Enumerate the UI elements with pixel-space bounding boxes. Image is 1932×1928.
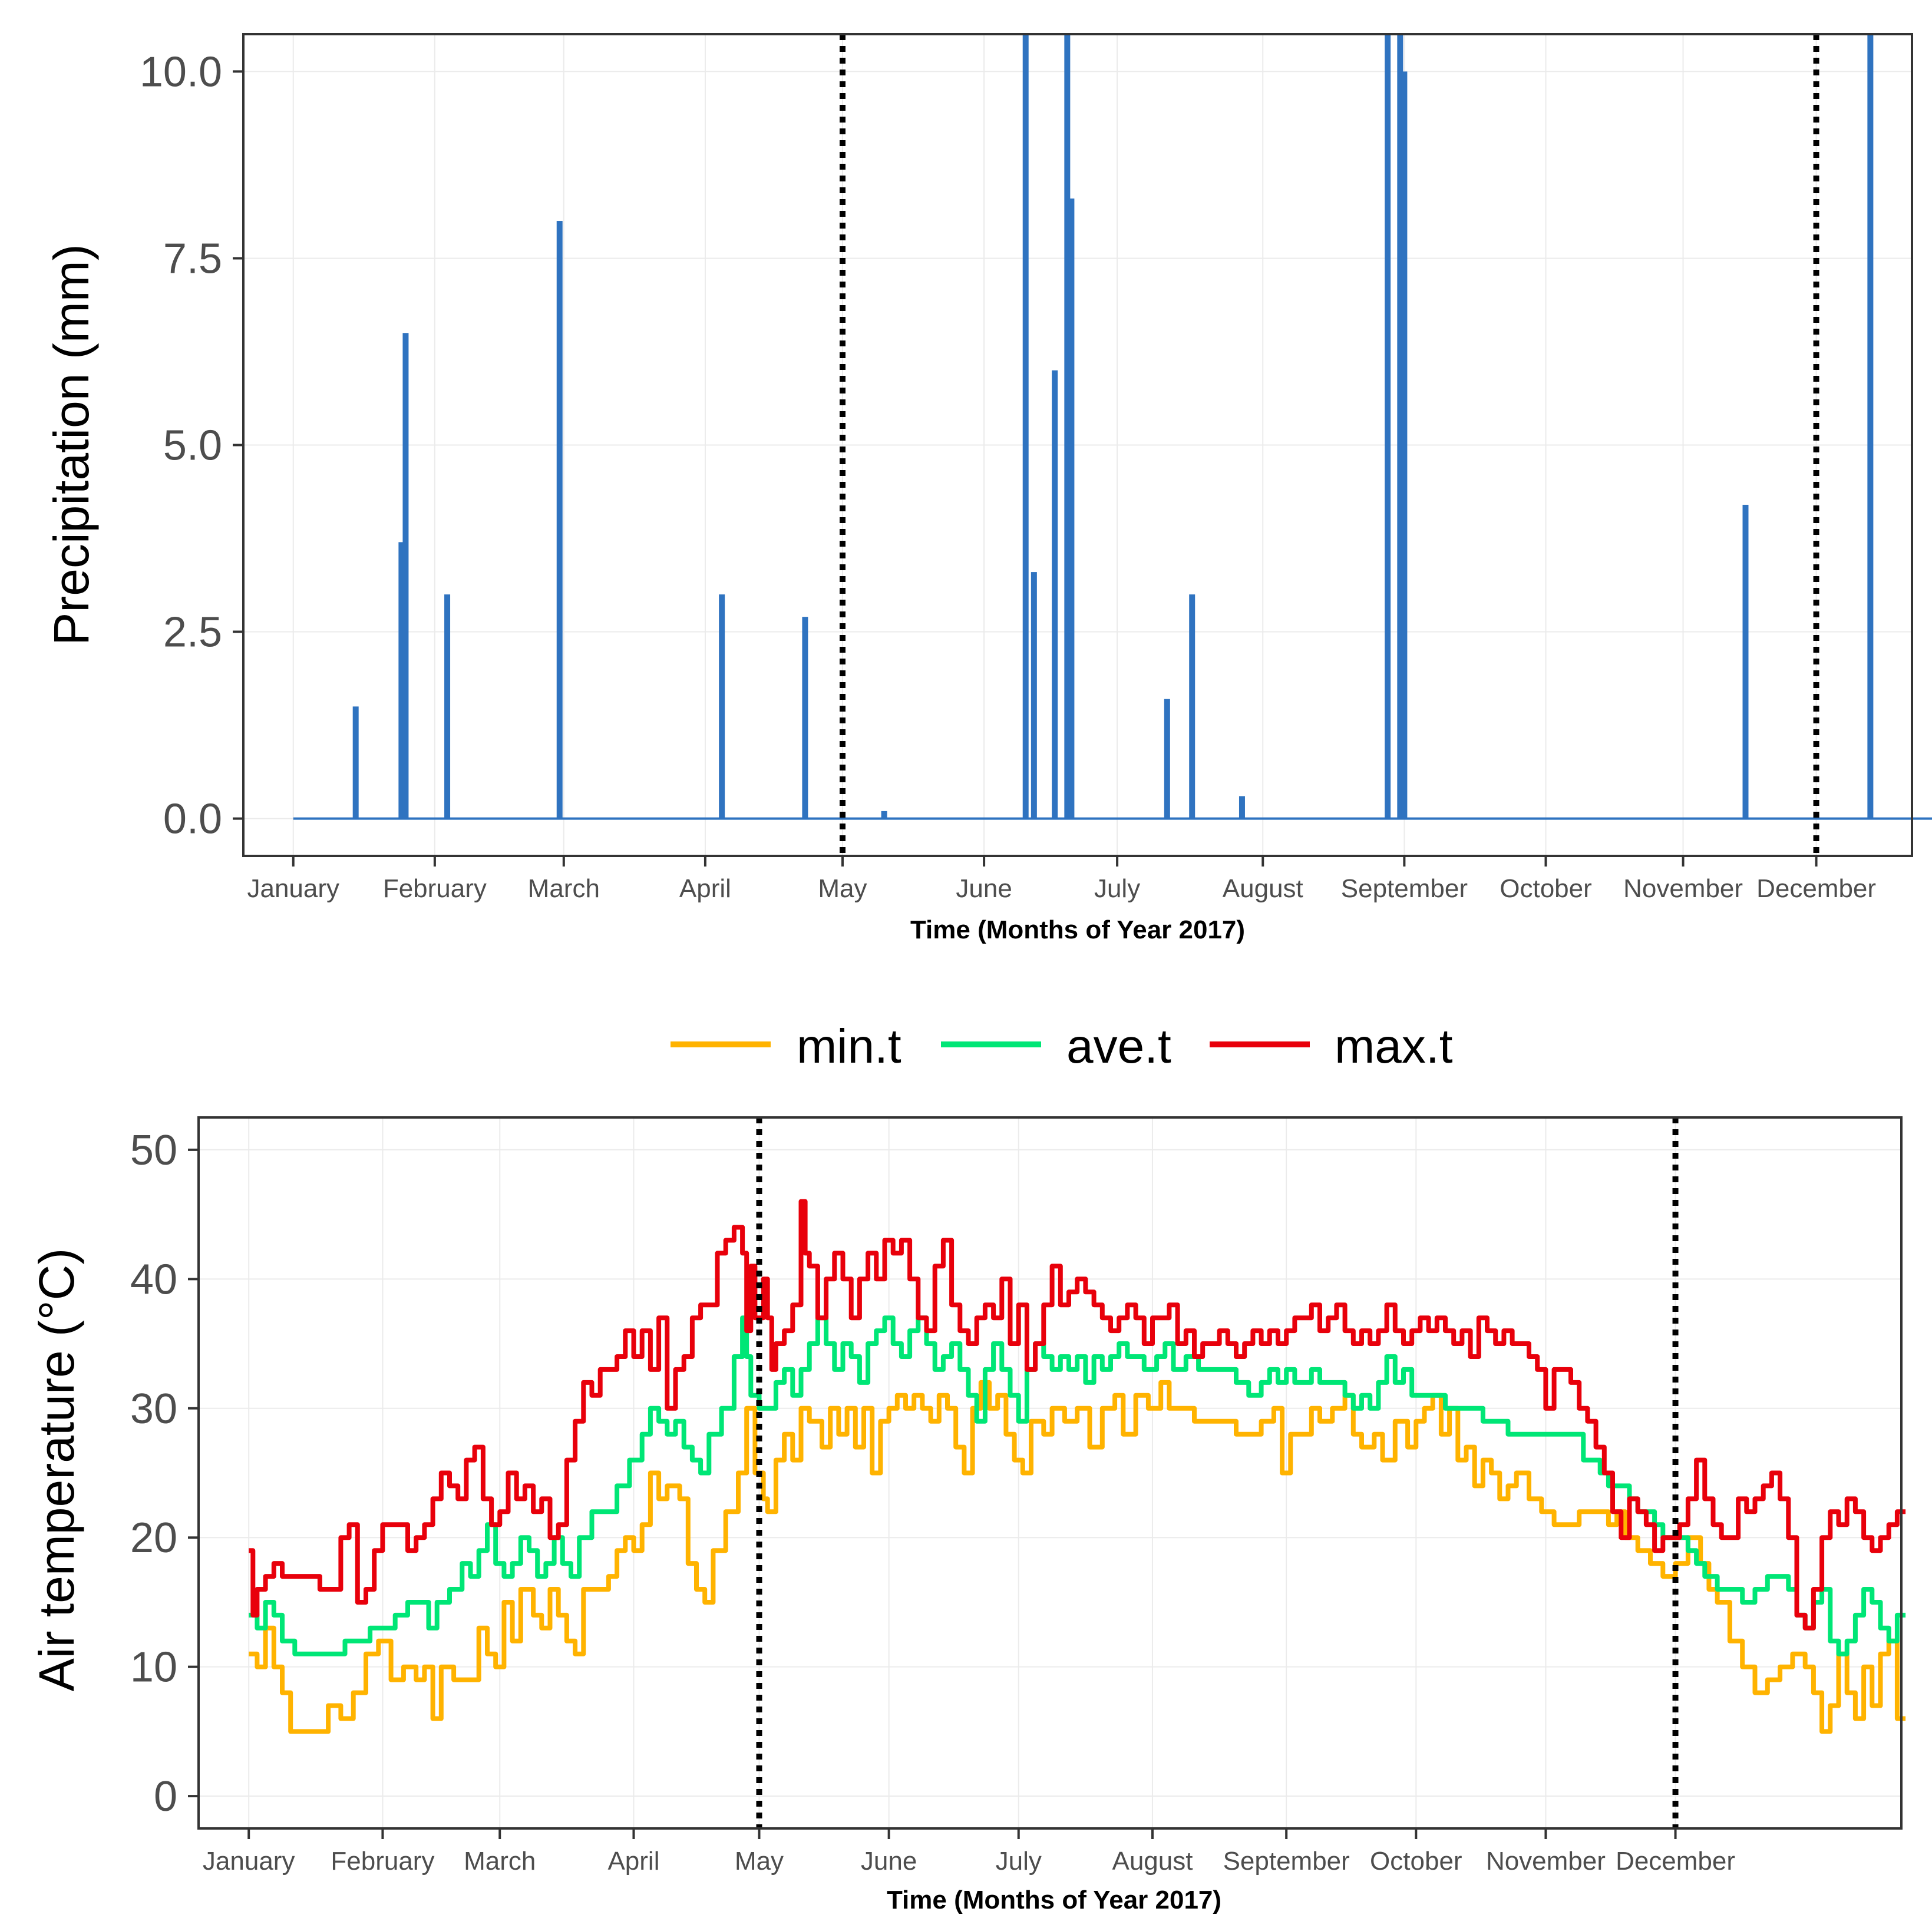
precip-y-axis-title: Precipitation (mm) xyxy=(44,244,99,645)
precip-bar xyxy=(1052,370,1058,819)
precip-x-tick-label: January xyxy=(247,874,339,903)
legend-label-max-t: max.t xyxy=(1335,1020,1453,1073)
temp-series-lines xyxy=(249,1199,1906,1734)
temp-x-tick-label: April xyxy=(607,1847,659,1876)
legend-label-min-t: min.t xyxy=(797,1020,901,1073)
precip-x-tick-label: April xyxy=(679,874,731,903)
precip-bar xyxy=(1064,34,1071,819)
precip-x-tick-label: August xyxy=(1223,874,1303,903)
temp-x-tick-label: January xyxy=(203,1847,295,1876)
precip-x-tick-label: September xyxy=(1341,874,1468,903)
precip-bar xyxy=(1068,199,1075,819)
precip-bar xyxy=(1239,796,1245,819)
precip-bar xyxy=(1189,594,1195,819)
temp-panel-border xyxy=(197,1116,1903,1830)
precip-y-axis: 0.0 2.5 5.0 7.5 10.0 xyxy=(140,48,243,843)
temp-season-markers xyxy=(756,1117,1679,1828)
temp-y-tick-label: 0 xyxy=(154,1773,177,1820)
temp-x-tick-label: December xyxy=(1616,1847,1735,1876)
precipitation-chart: 0.0 2.5 5.0 7.5 10.0 January February March Apr… xyxy=(44,33,1932,944)
temp-x-axis-title: Time (Months of Year 2017) xyxy=(887,1886,1221,1914)
precip-bar xyxy=(1397,34,1403,819)
precip-bar xyxy=(719,594,725,819)
precip-bars xyxy=(352,34,1874,819)
precip-bar xyxy=(556,221,563,819)
precip-x-tick-label: December xyxy=(1756,874,1876,903)
precip-x-tick-label: June xyxy=(956,874,1012,903)
precip-bar xyxy=(1164,699,1170,819)
precip-bar xyxy=(1022,34,1029,819)
series-line-max-t xyxy=(249,1199,1906,1631)
temp-y-tick-label: 10 xyxy=(130,1644,177,1691)
precip-x-axis: January February March April May June July Augu… xyxy=(247,856,1876,903)
precip-bar xyxy=(444,594,451,819)
precip-y-tick-label: 2.5 xyxy=(163,609,222,656)
temp-x-tick-label: October xyxy=(1370,1847,1462,1876)
precip-bar xyxy=(1742,504,1749,819)
temp-y-tick-label: 30 xyxy=(130,1385,177,1433)
temperature-legend: min.t ave.t max.t xyxy=(671,1020,1453,1073)
precip-bar xyxy=(1401,71,1408,819)
temp-y-tick-label: 20 xyxy=(130,1514,177,1562)
temp-x-tick-label: March xyxy=(464,1847,536,1876)
temp-x-tick-label: February xyxy=(331,1847,434,1876)
temp-y-axis: 0 10 20 30 40 50 xyxy=(130,1127,199,1820)
temp-x-tick-label: August xyxy=(1112,1847,1193,1876)
precip-x-tick-label: February xyxy=(383,874,487,903)
temperature-chart: 0 10 20 30 40 50 January February March April May… xyxy=(29,1116,1906,1914)
series-line-min-t xyxy=(249,1380,1906,1734)
precip-x-tick-label: November xyxy=(1623,874,1743,903)
precip-bar xyxy=(881,811,887,819)
precip-bar xyxy=(1867,34,1874,819)
temp-y-axis-title: Air temperature (°C) xyxy=(29,1248,84,1691)
precip-bar xyxy=(1385,34,1391,819)
precip-x-tick-label: May xyxy=(818,874,867,903)
precip-y-tick-label: 5.0 xyxy=(163,422,222,469)
precip-y-tick-label: 7.5 xyxy=(163,235,222,282)
precip-bar xyxy=(398,542,405,819)
temp-panel-background xyxy=(199,1117,1901,1828)
precip-x-axis-title: Time (Months of Year 2017) xyxy=(910,915,1245,944)
temp-x-tick-label: July xyxy=(996,1847,1042,1876)
precip-gridlines xyxy=(243,34,1912,856)
precip-x-tick-label: March xyxy=(528,874,600,903)
legend-label-ave-t: ave.t xyxy=(1066,1020,1171,1073)
precip-bar xyxy=(402,333,409,819)
precip-y-tick-label: 0.0 xyxy=(163,796,222,843)
temp-x-axis: January February March April May June July Augu… xyxy=(203,1828,1735,1876)
temp-x-tick-label: June xyxy=(861,1847,917,1876)
temp-x-tick-label: September xyxy=(1223,1847,1350,1876)
temp-y-tick-label: 40 xyxy=(130,1256,177,1303)
temp-x-tick-label: May xyxy=(735,1847,784,1876)
precip-y-tick-label: 10.0 xyxy=(140,48,222,95)
temp-x-tick-label: November xyxy=(1486,1847,1606,1876)
temp-y-tick-label: 50 xyxy=(130,1127,177,1174)
precip-bar xyxy=(352,706,359,819)
precip-bar xyxy=(802,617,808,819)
precip-bar xyxy=(1031,572,1037,819)
precip-x-tick-label: July xyxy=(1094,874,1140,903)
precip-season-markers xyxy=(839,34,1819,856)
precip-x-tick-label: October xyxy=(1500,874,1592,903)
